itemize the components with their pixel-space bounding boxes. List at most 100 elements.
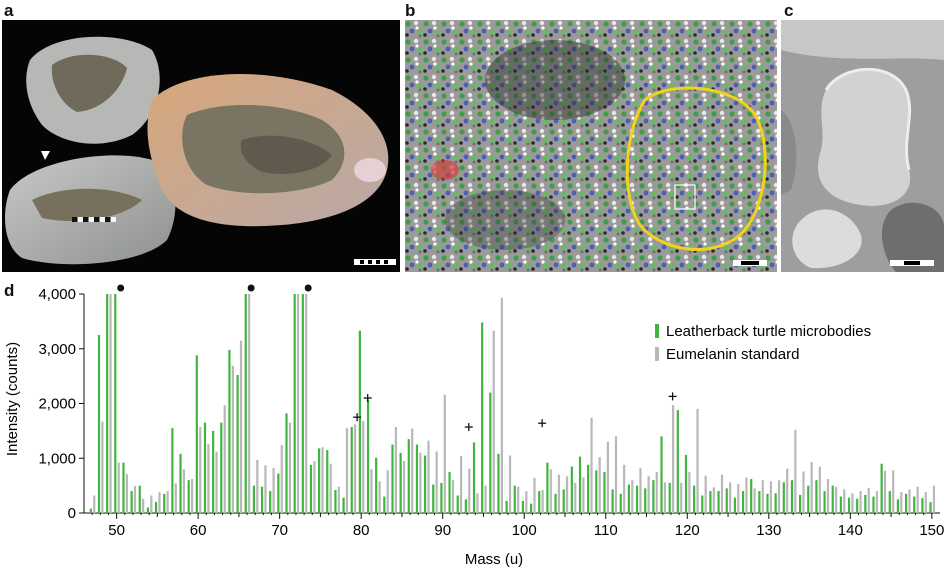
scale-bar-b <box>733 260 767 266</box>
bar-leatherback <box>929 502 932 513</box>
bar-eumelanin <box>875 491 878 513</box>
bar-leatherback <box>913 496 916 513</box>
bar-eumelanin <box>867 487 870 513</box>
bar-eumelanin <box>712 487 715 513</box>
bar-leatherback <box>375 457 378 513</box>
bar-leatherback <box>725 488 728 513</box>
bar-eumelanin <box>223 405 226 513</box>
bar-eumelanin <box>476 493 479 513</box>
bar-eumelanin <box>623 464 626 513</box>
bar-eumelanin <box>924 492 927 513</box>
bar-eumelanin <box>769 481 772 513</box>
x-tick-label: 80 <box>353 522 370 539</box>
mass-spectrum-chart: 0 1,000 2,000 3,000 4,000 50 60 70 80 90 100 110 120… <box>4 284 944 568</box>
bar-eumelanin <box>280 445 283 513</box>
x-axis-label: Mass (u) <box>465 551 523 568</box>
bar-eumelanin <box>329 463 332 513</box>
bar-eumelanin <box>745 477 748 513</box>
bar-leatherback <box>717 491 720 513</box>
bar-leatherback <box>676 410 679 513</box>
bar-leatherback <box>799 494 802 513</box>
bar-leatherback <box>358 330 361 513</box>
bar-eumelanin <box>932 485 936 513</box>
x-tick-label: 70 <box>271 522 288 539</box>
bar-eumelanin <box>565 476 569 513</box>
peak-dot-marker <box>304 284 312 292</box>
bar-leatherback <box>497 453 500 513</box>
bar-leatherback <box>399 452 402 513</box>
axes-layer: 0 1,000 2,000 3,000 4,000 50 60 70 80 90 100 110 120… <box>38 286 944 539</box>
bar-leatherback <box>472 442 476 513</box>
ion-image-illustration <box>405 20 777 272</box>
bar-leatherback <box>269 491 272 513</box>
x-tick-label: 100 <box>512 522 537 539</box>
x-tick-label: 90 <box>434 522 451 539</box>
bar-eumelanin <box>443 394 446 513</box>
bar-leatherback <box>97 335 101 513</box>
bars-layer <box>89 294 936 513</box>
bar-eumelanin <box>655 471 658 513</box>
bar-eumelanin <box>272 468 275 513</box>
y-tick-label: 1,000 <box>38 450 76 467</box>
bar-leatherback <box>106 294 109 513</box>
bar-eumelanin <box>549 469 552 513</box>
bar-leatherback <box>146 507 150 513</box>
bar-leatherback <box>733 497 736 513</box>
bar-eumelanin <box>419 452 422 513</box>
bar-eumelanin <box>468 468 471 513</box>
x-tick-label: 130 <box>756 522 781 539</box>
bar-eumelanin <box>647 476 650 513</box>
bar-eumelanin <box>883 470 887 513</box>
bar-eumelanin <box>761 480 764 513</box>
bar-eumelanin <box>671 405 675 513</box>
bar-eumelanin <box>720 474 724 513</box>
bar-leatherback <box>334 490 337 513</box>
bar-leatherback <box>701 495 704 513</box>
bar-leatherback <box>684 454 688 513</box>
bar-leatherback <box>790 480 794 513</box>
bar-eumelanin <box>557 474 561 513</box>
bar-leatherback <box>807 485 810 513</box>
bar-leatherback <box>872 496 875 513</box>
bar-eumelanin <box>916 486 919 513</box>
bar-leatherback <box>635 485 639 513</box>
bar-leatherback <box>163 493 166 513</box>
bar-leatherback <box>839 496 842 513</box>
bar-eumelanin <box>892 470 895 513</box>
bar-leatherback <box>277 473 280 513</box>
bar-eumelanin <box>859 491 862 513</box>
bar-eumelanin <box>460 456 463 513</box>
bar-leatherback <box>644 488 647 513</box>
bar-leatherback <box>489 392 492 513</box>
x-tick-label: 50 <box>108 522 125 539</box>
bar-eumelanin <box>729 482 732 513</box>
bar-eumelanin <box>680 482 683 513</box>
bar-leatherback <box>456 495 459 513</box>
panel-label-c: c <box>784 1 794 20</box>
bar-eumelanin <box>843 489 846 513</box>
bar-eumelanin <box>606 441 609 513</box>
bar-eumelanin <box>231 365 234 513</box>
bar-eumelanin <box>786 468 789 513</box>
bar-leatherback <box>570 466 573 513</box>
peak-dot-marker <box>247 284 255 292</box>
bar-leatherback <box>220 422 223 513</box>
bar-eumelanin <box>321 447 324 513</box>
bar-eumelanin <box>826 479 830 513</box>
bar-leatherback <box>309 464 313 513</box>
bar-leatherback <box>195 355 198 513</box>
bar-eumelanin <box>264 465 267 513</box>
bar-eumelanin <box>239 340 243 513</box>
panel-label-b: b <box>405 1 416 20</box>
bar-eumelanin <box>484 485 487 513</box>
x-tick-label: 120 <box>675 522 700 539</box>
bar-leatherback <box>407 439 410 513</box>
bar-leatherback <box>750 479 753 513</box>
bar-leatherback <box>546 462 549 513</box>
bar-leatherback <box>856 498 859 513</box>
bar-eumelanin <box>574 482 577 513</box>
bar-leatherback <box>440 482 443 513</box>
bar-eumelanin <box>345 428 349 513</box>
bar-eumelanin <box>908 489 911 513</box>
bar-leatherback <box>815 480 818 513</box>
